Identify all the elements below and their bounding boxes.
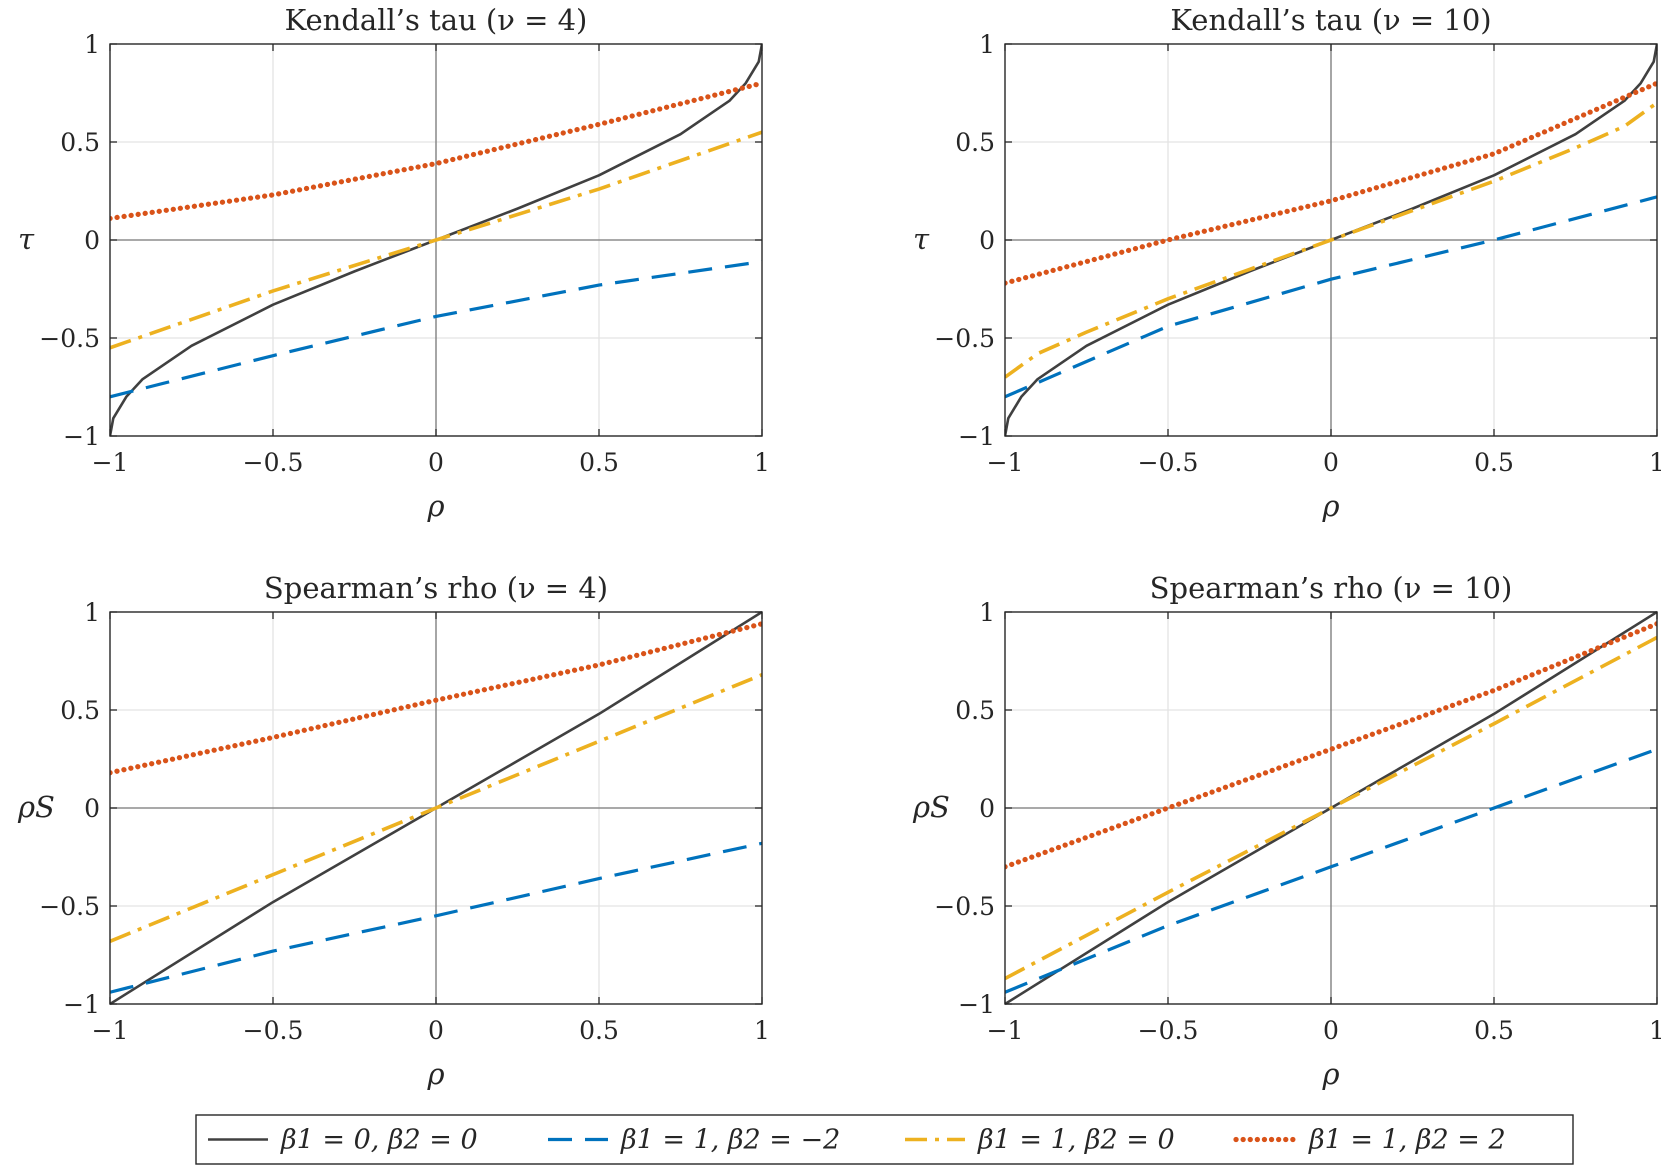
x-tick-label: −0.5 [1138,1016,1199,1045]
legend-label: β1 = 0, β2 = 0 [280,1125,478,1156]
x-tick-label: 1 [754,1016,770,1045]
y-tick-label: 0.5 [955,696,995,725]
series-line-2 [1005,747,1657,994]
x-tick-label: 0.5 [579,1016,619,1045]
y-tick-label: 0 [979,226,995,255]
x-tick-label: 1 [754,448,770,477]
x-tick-label: −1 [92,448,129,477]
panel-1: −1 −0.5 0 0.5 1 −1 −0.5 0 0.5 1 Kendall’s tau (ν =… [18,3,770,523]
y-tick-label: −0.5 [39,324,100,353]
y-tick-label: 0.5 [60,696,100,725]
y-tick-label: −1 [63,422,100,451]
y-tick-label: −0.5 [934,892,995,921]
x-tick-label: −1 [987,448,1024,477]
series-line-3 [1005,101,1657,379]
panel-4: −1 −0.5 0 0.5 1 −1 −0.5 0 0.5 1 Spearman’s rho (ν … [912,571,1661,1091]
legend-label: β1 = 1, β2 = 0 [977,1125,1175,1156]
y-tick-label: 0.5 [955,128,995,157]
legend: β1 = 0, β2 = 0 β1 = 1, β2 = −2 β1 = 1, β2 … [195,1114,1574,1165]
x-tick-label: 0 [1323,1016,1339,1045]
y-tick-label: −1 [958,422,995,451]
y-tick-label: 1 [84,598,100,627]
x-axis-label: ρ [426,489,444,523]
y-tick-label: −1 [958,990,995,1019]
y-axis-label: τ [913,222,930,256]
x-tick-label: −0.5 [1138,448,1199,477]
y-tick-label: −0.5 [934,324,995,353]
x-tick-label: −1 [987,1016,1024,1045]
y-axis-label: ρS [17,790,55,824]
y-tick-label: 1 [979,598,995,627]
y-tick-label: 0 [979,794,995,823]
x-tick-label: 0.5 [579,448,619,477]
y-tick-label: 0 [84,794,100,823]
chart-title: Spearman’s rho (ν = 4) [264,571,608,605]
chart-title: Kendall’s tau (ν = 10) [1170,3,1491,37]
y-tick-label: −1 [63,990,100,1019]
series-line-4 [110,80,762,222]
y-tick-label: 0.5 [60,128,100,157]
series-line-3 [110,673,762,943]
series-line-3 [110,130,762,350]
x-tick-label: 0 [1323,448,1339,477]
x-tick-label: 0 [428,448,444,477]
series-line-2 [110,259,762,399]
legend-box [195,1114,1574,1165]
series-line-4 [1005,621,1657,870]
series-line-2 [1005,195,1657,399]
x-tick-label: −1 [92,1016,129,1045]
x-axis-label: ρ [426,1057,444,1091]
panel-2: −1 −0.5 0 0.5 1 −1 −0.5 0 0.5 1 Kendall’s tau (ν =… [913,3,1661,523]
y-tick-label: 1 [84,30,100,59]
x-tick-label: 0.5 [1474,448,1514,477]
x-tick-label: 1 [1649,448,1661,477]
series-line-3 [1005,635,1657,981]
x-axis-label: ρ [1321,489,1339,523]
panels: −1 −0.5 0 0.5 1 −1 −0.5 0 0.5 1 Kendall’s tau (ν =… [17,3,1661,1091]
legend-label: β1 = 1, β2 = −2 [620,1125,840,1156]
y-tick-label: 0 [84,226,100,255]
x-tick-label: 0.5 [1474,1016,1514,1045]
x-tick-label: 1 [1649,1016,1661,1045]
chart-title: Spearman’s rho (ν = 10) [1150,571,1513,605]
legend-label: β1 = 1, β2 = 2 [1308,1125,1506,1156]
series-line-2 [110,841,762,994]
chart-title: Kendall’s tau (ν = 4) [285,3,588,37]
series-line-4 [110,621,762,776]
y-tick-label: −0.5 [39,892,100,921]
series-line-4 [1005,80,1657,286]
y-axis-label: τ [18,222,35,256]
panel-3: −1 −0.5 0 0.5 1 −1 −0.5 0 0.5 1 Spearman’s rho (ν … [17,571,770,1091]
x-tick-label: −0.5 [243,448,304,477]
y-tick-label: 1 [979,30,995,59]
x-tick-label: 0 [428,1016,444,1045]
x-tick-label: −0.5 [243,1016,304,1045]
y-axis-label: ρS [912,790,950,824]
x-axis-label: ρ [1321,1057,1339,1091]
